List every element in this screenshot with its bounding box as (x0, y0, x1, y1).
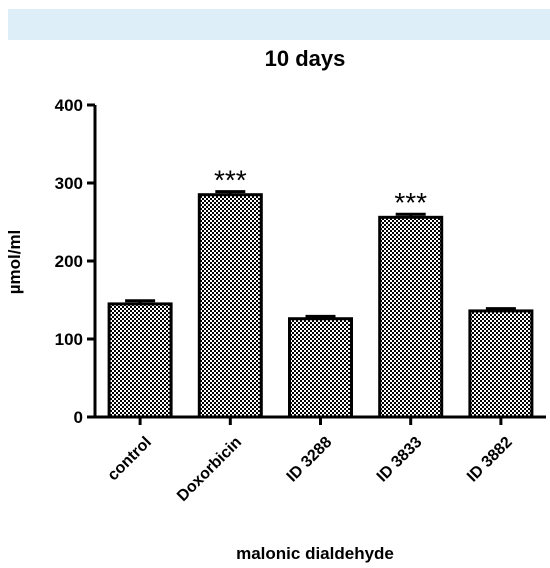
bars: *** *** (107, 165, 534, 419)
x-tick-label: ID 3288 (284, 434, 336, 486)
chart-title: 10 days (265, 46, 346, 71)
y-tick-label: 0 (74, 408, 83, 427)
y-tick-label: 100 (55, 330, 83, 349)
y-tick-label: 200 (55, 252, 83, 271)
x-tick-label: ID 3833 (374, 434, 426, 486)
bar (288, 317, 353, 419)
y-tick-label: 400 (55, 96, 83, 115)
significance-label: *** (394, 187, 427, 218)
y-axis-label: µmol/ml (5, 230, 24, 295)
bar (197, 193, 263, 419)
bar (468, 309, 534, 419)
x-ticks: control Doxorbicin ID 3288 ID 3833 ID 3882 (105, 417, 516, 505)
y-ticks: 0 100 200 300 400 (55, 96, 95, 427)
top-banner-band (8, 9, 550, 40)
significance-label: *** (214, 165, 247, 196)
y-tick-label: 300 (55, 174, 83, 193)
x-axis-label: malonic dialdehyde (236, 544, 394, 563)
bar (378, 215, 444, 419)
bar (107, 302, 173, 419)
x-tick-label: Doxorbicin (174, 434, 245, 505)
x-tick-label: ID 3882 (464, 434, 516, 486)
x-tick-label: control (105, 434, 155, 484)
